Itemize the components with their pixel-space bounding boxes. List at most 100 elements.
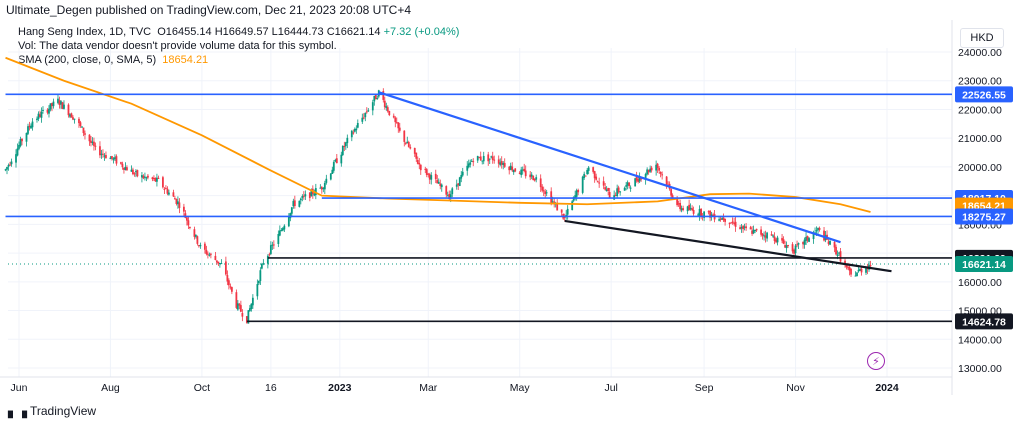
candle-body xyxy=(754,229,756,231)
candle-body xyxy=(39,114,41,117)
candle-body xyxy=(36,118,38,121)
candle-body xyxy=(577,189,580,193)
candle-body xyxy=(478,157,481,159)
candle-body xyxy=(490,156,493,158)
candle-body xyxy=(587,167,590,171)
y-tick-label: 20000.00 xyxy=(958,162,1002,174)
candle-body xyxy=(364,112,367,118)
legend-sma-row[interactable]: SMA (200, close, 0, SMA, 5) 18654.21 xyxy=(18,53,459,67)
candle-body xyxy=(27,126,29,134)
candle-body xyxy=(367,110,370,112)
candle-body xyxy=(166,188,169,194)
x-tick-label: Nov xyxy=(786,382,805,394)
candle-body xyxy=(772,235,774,237)
candle-body xyxy=(403,130,406,142)
candle-body xyxy=(625,185,628,187)
candle-body xyxy=(451,188,454,195)
candle-body xyxy=(112,158,115,160)
candle-body xyxy=(334,159,337,162)
candle-body xyxy=(355,128,358,131)
x-tick-label: Oct xyxy=(194,382,210,394)
candle-body xyxy=(229,286,232,288)
candle-body xyxy=(230,287,233,292)
candle-body xyxy=(102,153,104,155)
candle-body xyxy=(782,239,785,244)
candle-body xyxy=(61,102,64,109)
trendline[interactable] xyxy=(378,91,841,244)
candle-body xyxy=(544,191,547,195)
candle-body xyxy=(446,195,449,197)
candle-body xyxy=(120,162,122,164)
candle-body xyxy=(724,218,726,222)
candle-body xyxy=(427,173,430,175)
candle-body xyxy=(721,218,723,220)
candle-body xyxy=(259,270,262,281)
candle-body xyxy=(72,117,74,120)
candle-body xyxy=(466,165,469,171)
candle-body xyxy=(93,141,95,146)
candle-body xyxy=(614,194,617,196)
trendline[interactable] xyxy=(564,219,892,273)
candle-body xyxy=(691,208,694,211)
candle-body xyxy=(196,236,199,244)
candle-body xyxy=(566,208,569,215)
tradingview-footer[interactable]: ▖▗ TradingView xyxy=(8,403,96,419)
candle-body xyxy=(728,222,731,225)
candle-body xyxy=(665,176,668,187)
candle-body xyxy=(51,103,53,107)
candle-body xyxy=(532,176,535,181)
candle-body xyxy=(712,214,715,216)
legend-symbol-row[interactable]: Hang Seng Index, 1D, TVC O16455.14 H1664… xyxy=(18,25,459,39)
price-axis-label-bg xyxy=(955,313,1013,330)
candle-body xyxy=(203,243,206,250)
candle-body xyxy=(818,227,821,230)
candle-body xyxy=(689,207,692,210)
candle-body xyxy=(638,176,641,182)
lightning-icon[interactable]: ⚡ xyxy=(867,352,885,370)
currency-button[interactable]: HKD xyxy=(960,28,1004,48)
candle-body xyxy=(383,100,386,108)
candle-body xyxy=(503,162,506,167)
candle-body xyxy=(581,176,584,193)
candle-body xyxy=(703,211,706,218)
candle-body xyxy=(227,280,230,286)
x-tick-label: 2023 xyxy=(328,382,352,394)
candle-body xyxy=(607,187,610,191)
candle-body xyxy=(869,265,872,267)
candle-body xyxy=(362,117,365,119)
y-tick-label: 24000.00 xyxy=(958,47,1002,59)
candle-body xyxy=(488,158,491,160)
candle-body xyxy=(817,227,819,231)
candle-body xyxy=(437,181,440,184)
candle-body xyxy=(845,265,848,268)
x-tick-label: Sep xyxy=(695,382,714,394)
candle-body xyxy=(425,169,428,175)
candle-body xyxy=(670,189,673,196)
candle-body xyxy=(710,214,713,217)
candle-body xyxy=(46,109,49,113)
candle-body xyxy=(523,168,526,172)
candle-body xyxy=(646,169,649,175)
tradingview-logo-icon: ▖▗ xyxy=(8,403,27,418)
candle-body xyxy=(502,162,505,165)
candle-body xyxy=(586,170,589,175)
candle-body xyxy=(509,165,512,170)
candle-body xyxy=(524,170,527,177)
candle-body xyxy=(743,226,746,228)
candle-body xyxy=(605,189,608,192)
candle-body xyxy=(791,244,794,252)
candle-body xyxy=(770,234,773,236)
candle-body xyxy=(553,201,556,203)
candle-body xyxy=(388,110,391,115)
candle-body xyxy=(226,275,229,282)
candle-body xyxy=(310,189,313,197)
candle-body xyxy=(88,134,91,142)
candle-body xyxy=(133,173,136,175)
candle-body xyxy=(84,133,86,135)
candle-body xyxy=(808,238,810,242)
x-tick-label: 16 xyxy=(265,382,277,394)
candle-body xyxy=(637,179,640,182)
candle-body xyxy=(551,201,554,203)
candle-body xyxy=(126,167,128,171)
